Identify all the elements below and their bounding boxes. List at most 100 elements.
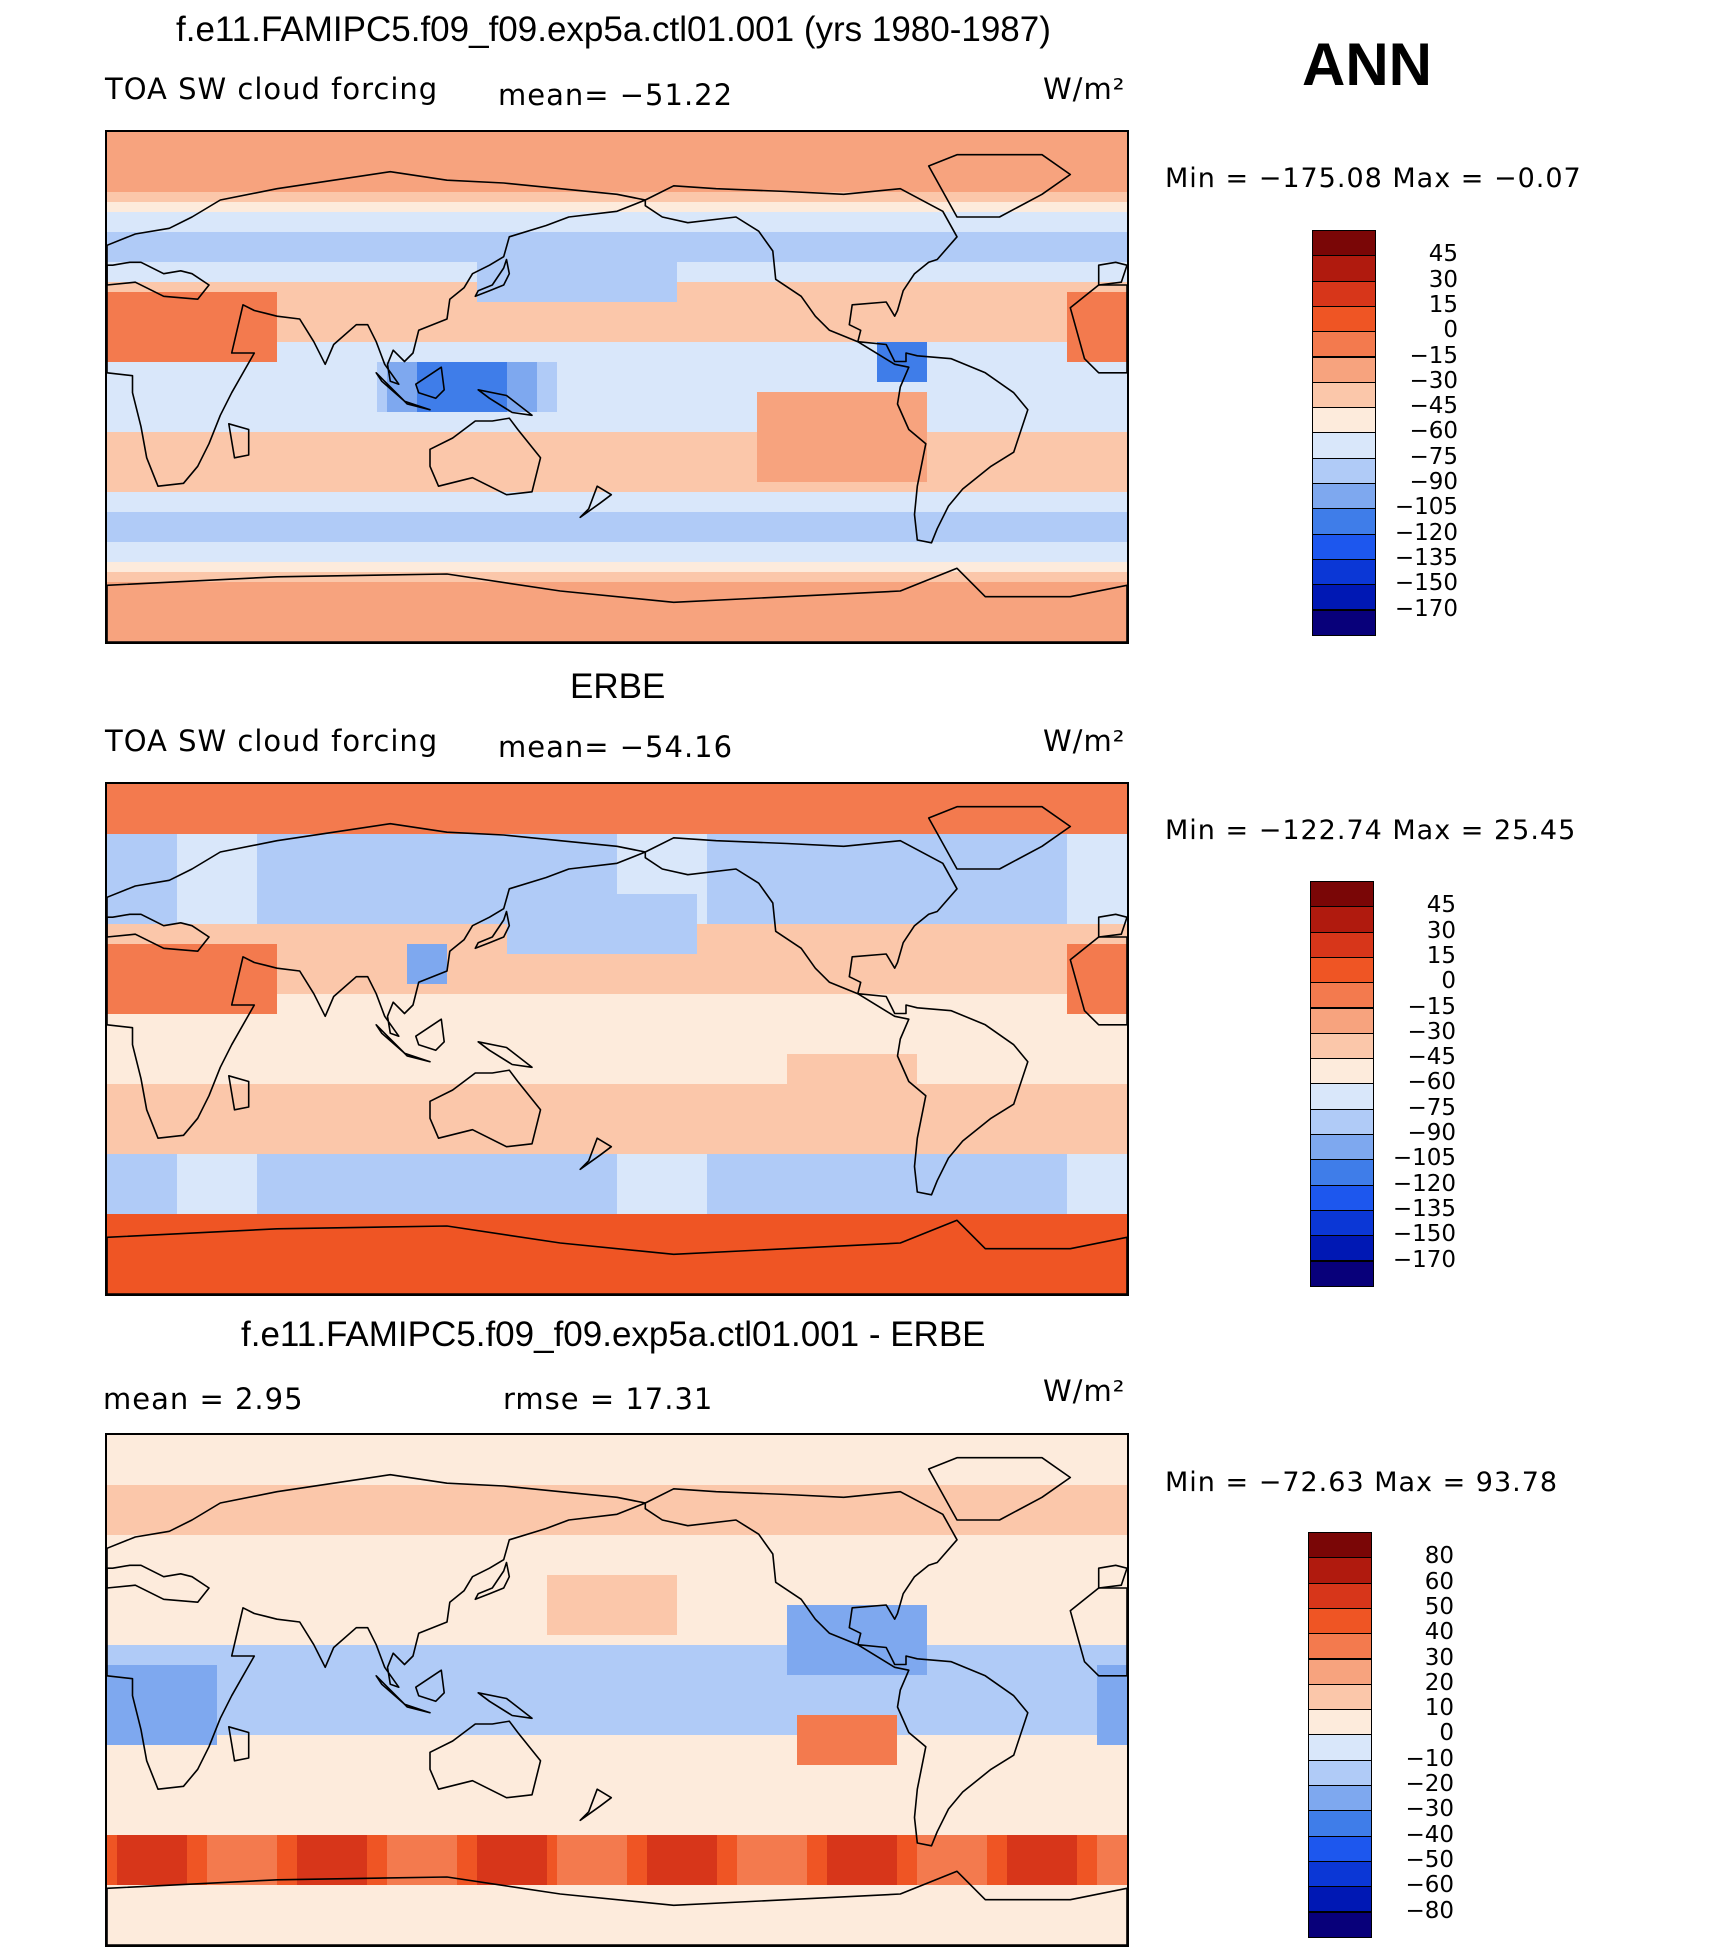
field-cell (817, 262, 828, 273)
field-cell (247, 202, 258, 213)
field-cell (907, 192, 918, 203)
field-cell (997, 402, 1008, 413)
field-cell (897, 352, 908, 363)
field-cell (1067, 192, 1078, 203)
field-cell (737, 352, 748, 363)
field-cell (477, 572, 488, 583)
field-cell (267, 472, 278, 483)
field-cell (897, 232, 908, 243)
field-cell (547, 612, 558, 623)
field-cell (157, 462, 168, 473)
field-cell (517, 462, 528, 473)
field-cell (217, 192, 228, 203)
field-cell (587, 422, 598, 433)
field-cell (237, 502, 248, 513)
field-cell (887, 332, 898, 343)
field-cell (297, 212, 308, 223)
field-cell (857, 492, 868, 503)
field-cell (717, 152, 728, 163)
field-cell (827, 342, 838, 353)
field-cell (417, 252, 428, 263)
field-cell (737, 252, 748, 263)
field-cell (517, 272, 528, 283)
field-cell (507, 212, 518, 223)
field-cell (877, 522, 888, 533)
field-cell (187, 222, 198, 233)
field-cell (577, 512, 588, 523)
field-cell (467, 372, 478, 383)
field-cell (427, 572, 438, 583)
field-cell (1097, 162, 1108, 173)
field-cell (197, 552, 208, 563)
field-cell (997, 282, 1008, 293)
field-cell (617, 552, 628, 563)
field-cell (197, 502, 208, 513)
field-cell (447, 482, 458, 493)
field-cell (637, 202, 648, 213)
field-cell (1107, 362, 1118, 373)
field-cell (197, 322, 208, 333)
field-cell (1107, 392, 1118, 403)
field-cell (1057, 442, 1068, 453)
field-cell (277, 262, 288, 273)
field-cell (497, 362, 508, 373)
field-cell (357, 582, 368, 593)
field-cell (967, 522, 978, 533)
field-cell (687, 502, 698, 513)
field-cell (137, 362, 148, 373)
field-cell (997, 412, 1008, 423)
field-cell (357, 272, 368, 283)
field-cell (717, 472, 728, 483)
field-cell (117, 322, 128, 333)
field-cell (887, 282, 898, 293)
field-cell (377, 342, 388, 353)
field-cell (407, 262, 418, 273)
field-cell (307, 412, 318, 423)
field-cell (837, 502, 848, 513)
field-cell (977, 532, 988, 543)
field-cell (837, 552, 848, 563)
field-cell (867, 322, 878, 333)
field-cell (707, 552, 718, 563)
field-cell (1047, 342, 1058, 353)
field-cell (367, 532, 378, 543)
field-cell (567, 562, 578, 573)
field-cell (467, 532, 478, 543)
field-cell (347, 212, 358, 223)
field-cell (667, 302, 678, 313)
field-cell (557, 362, 568, 373)
field-cell (107, 542, 118, 553)
field-cell (1057, 452, 1068, 463)
field-cell (987, 402, 998, 413)
field-cell (817, 342, 828, 353)
field-cell (227, 182, 238, 193)
field-cell (427, 262, 438, 273)
field-cell (1067, 442, 1078, 453)
field-cell (1087, 502, 1098, 513)
field-cell (327, 262, 338, 273)
field-cell (557, 562, 568, 573)
field-cell (1057, 162, 1068, 173)
field-cell (1007, 382, 1018, 393)
field-cell (657, 532, 668, 543)
field-cell (457, 542, 468, 553)
field-cell (367, 362, 378, 373)
field-cell (147, 502, 158, 513)
field-cell (717, 162, 728, 173)
field-cell (647, 442, 658, 453)
field-cell (877, 172, 888, 183)
field-cell (997, 542, 1008, 553)
field-cell (1017, 322, 1028, 333)
field-cell (337, 372, 348, 383)
field-cell (577, 452, 588, 463)
field-cell (607, 512, 618, 523)
field-cell (177, 552, 188, 563)
field-cell (237, 512, 248, 523)
field-cell (797, 492, 808, 503)
field-cell (137, 342, 148, 353)
field-cell (987, 302, 998, 313)
field-cell (897, 152, 908, 163)
field-cell (867, 262, 878, 273)
field-cell (427, 422, 438, 433)
field-cell (827, 212, 838, 223)
